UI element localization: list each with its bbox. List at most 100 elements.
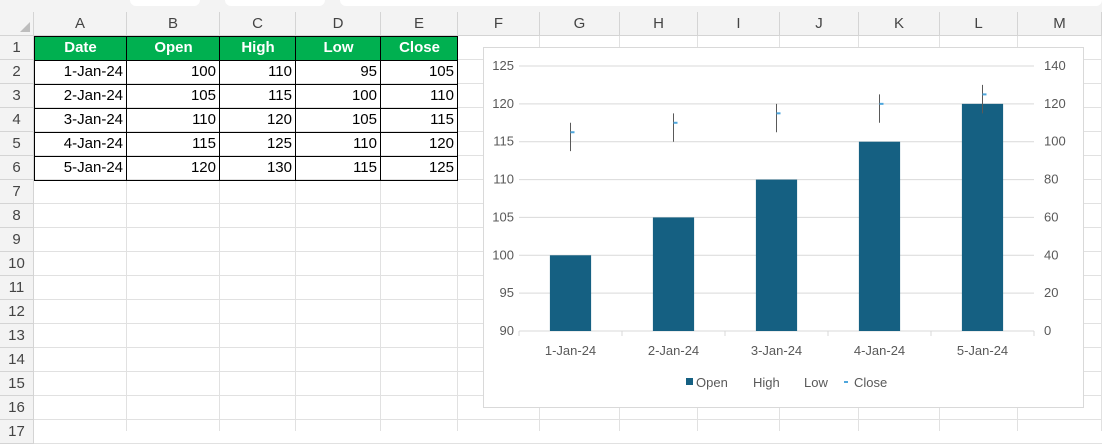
bar-open xyxy=(961,103,1004,331)
table-cell[interactable]: 120 xyxy=(266,111,292,128)
close-marker xyxy=(982,93,987,96)
column-header-d[interactable]: D xyxy=(296,12,381,36)
row-header-6[interactable]: 6 xyxy=(0,156,34,180)
y-axis-tick-label: 115 xyxy=(493,134,514,149)
y2-axis-tick-label: 120 xyxy=(1044,96,1066,111)
row-header-3[interactable]: 3 xyxy=(0,84,34,108)
row-header-7[interactable]: 7 xyxy=(0,180,34,204)
close-marker xyxy=(673,121,678,124)
table-cell[interactable]: 100 xyxy=(351,87,377,104)
table-cell[interactable]: 115 xyxy=(192,135,216,152)
y2-axis-tick-label: 40 xyxy=(1044,247,1058,262)
column-header-e[interactable]: E xyxy=(381,12,458,36)
row-header-14[interactable]: 14 xyxy=(0,348,34,372)
table-border xyxy=(34,84,458,85)
column-header-g[interactable]: G xyxy=(540,12,620,36)
tab-edge xyxy=(130,0,200,6)
ribbon-edge xyxy=(0,0,1102,12)
gridline xyxy=(457,36,458,431)
row-header-13[interactable]: 13 xyxy=(0,324,34,348)
column-header-j[interactable]: J xyxy=(780,12,859,36)
table-cell[interactable]: 125 xyxy=(266,135,292,152)
table-cell[interactable]: 105 xyxy=(351,111,377,128)
select-all-button[interactable] xyxy=(0,12,34,36)
table-cell[interactable]: 2-Jan-24 xyxy=(63,87,123,104)
row-header-15[interactable]: 15 xyxy=(0,372,34,396)
column-header-m[interactable]: M xyxy=(1018,12,1102,36)
table-cell[interactable]: 5-Jan-24 xyxy=(63,159,123,176)
tab-edge xyxy=(340,0,1102,6)
column-header-k[interactable]: K xyxy=(859,12,940,36)
table-cell[interactable]: 130 xyxy=(266,159,292,176)
table-cell[interactable]: 110 xyxy=(192,111,216,128)
header-cell-open[interactable]: Open xyxy=(127,36,220,60)
row-header-8[interactable]: 8 xyxy=(0,204,34,228)
row-header-9[interactable]: 9 xyxy=(0,228,34,252)
table-cell[interactable]: 100 xyxy=(190,63,216,80)
header-cell-close[interactable]: Close xyxy=(381,36,458,60)
row-header-12[interactable]: 12 xyxy=(0,300,34,324)
row-header-1[interactable]: 1 xyxy=(0,36,34,60)
table-cell[interactable]: 105 xyxy=(428,63,454,80)
row-header-11[interactable]: 11 xyxy=(0,276,34,300)
column-header-i[interactable]: I xyxy=(698,12,780,36)
table-border xyxy=(34,132,458,133)
row-header-17[interactable]: 17 xyxy=(0,420,34,444)
x-axis-tick-label: 1-Jan-24 xyxy=(545,343,596,358)
header-cell-low[interactable]: Low xyxy=(296,36,381,60)
table-cell[interactable]: 115 xyxy=(268,87,292,104)
chart-canvas: 90 95 100 105 110 115 120 125 0 20 40 60 80 100 120 140… xyxy=(492,58,1066,390)
table-border xyxy=(34,156,458,157)
column-header-f[interactable]: F xyxy=(458,12,540,36)
header-cell-date[interactable]: Date xyxy=(34,36,127,60)
y-axis-tick-label: 95 xyxy=(500,285,514,300)
table-cell[interactable]: 125 xyxy=(428,159,454,176)
table-cell[interactable]: 110 xyxy=(430,87,454,104)
table-border xyxy=(34,108,458,109)
row-header-16[interactable]: 16 xyxy=(0,396,34,420)
legend-swatch-open xyxy=(686,378,693,385)
table-cell[interactable]: 1-Jan-24 xyxy=(63,63,123,80)
y-axis-tick-label: 110 xyxy=(493,172,514,187)
legend-label-open: Open xyxy=(696,375,728,390)
row-header-2[interactable]: 2 xyxy=(0,60,34,84)
row-header-4[interactable]: 4 xyxy=(0,108,34,132)
y2-axis-tick-label: 80 xyxy=(1044,172,1058,187)
y2-axis-tick-label: 60 xyxy=(1044,209,1058,224)
row-header-10[interactable]: 10 xyxy=(0,252,34,276)
legend-label-low: Low xyxy=(804,375,828,390)
column-header-a[interactable]: A xyxy=(34,12,127,36)
row-header-5[interactable]: 5 xyxy=(0,132,34,156)
legend-label-close: Close xyxy=(854,375,887,390)
y-axis-tick-label: 125 xyxy=(492,58,514,73)
table-cell[interactable]: 120 xyxy=(428,135,454,152)
chart[interactable]: 90 95 100 105 110 115 120 125 0 20 40 60 80 100 120 140… xyxy=(483,47,1084,408)
y2-axis-tick-label: 0 xyxy=(1044,323,1051,338)
bar-open xyxy=(549,255,592,331)
table-cell[interactable]: 110 xyxy=(268,63,292,80)
close-marker xyxy=(776,112,781,115)
column-header-b[interactable]: B xyxy=(127,12,220,36)
gridline xyxy=(295,36,296,431)
y2-axis-tick-label: 140 xyxy=(1044,58,1066,73)
table-cell[interactable]: 3-Jan-24 xyxy=(63,111,123,128)
table-cell[interactable]: 115 xyxy=(430,111,454,128)
legend-label-high: High xyxy=(753,375,780,390)
table-cell[interactable]: 115 xyxy=(353,159,377,176)
table-cell[interactable]: 120 xyxy=(190,159,216,176)
column-header-c[interactable]: C xyxy=(220,12,296,36)
close-marker xyxy=(570,131,575,134)
table-cell[interactable]: 95 xyxy=(360,63,377,80)
x-axis-tick-label: 2-Jan-24 xyxy=(648,343,699,358)
header-cell-high[interactable]: High xyxy=(220,36,296,60)
y2-axis-tick-label: 100 xyxy=(1044,134,1066,149)
table-cell[interactable]: 110 xyxy=(353,135,377,152)
gridline xyxy=(219,36,220,431)
y2-axis-tick-label: 20 xyxy=(1044,285,1058,300)
column-header-h[interactable]: H xyxy=(620,12,698,36)
y-axis-tick-label: 120 xyxy=(492,96,514,111)
column-header-l[interactable]: L xyxy=(940,12,1018,36)
table-cell[interactable]: 105 xyxy=(190,87,216,104)
legend-swatch-close xyxy=(844,381,848,383)
table-cell[interactable]: 4-Jan-24 xyxy=(63,135,123,152)
